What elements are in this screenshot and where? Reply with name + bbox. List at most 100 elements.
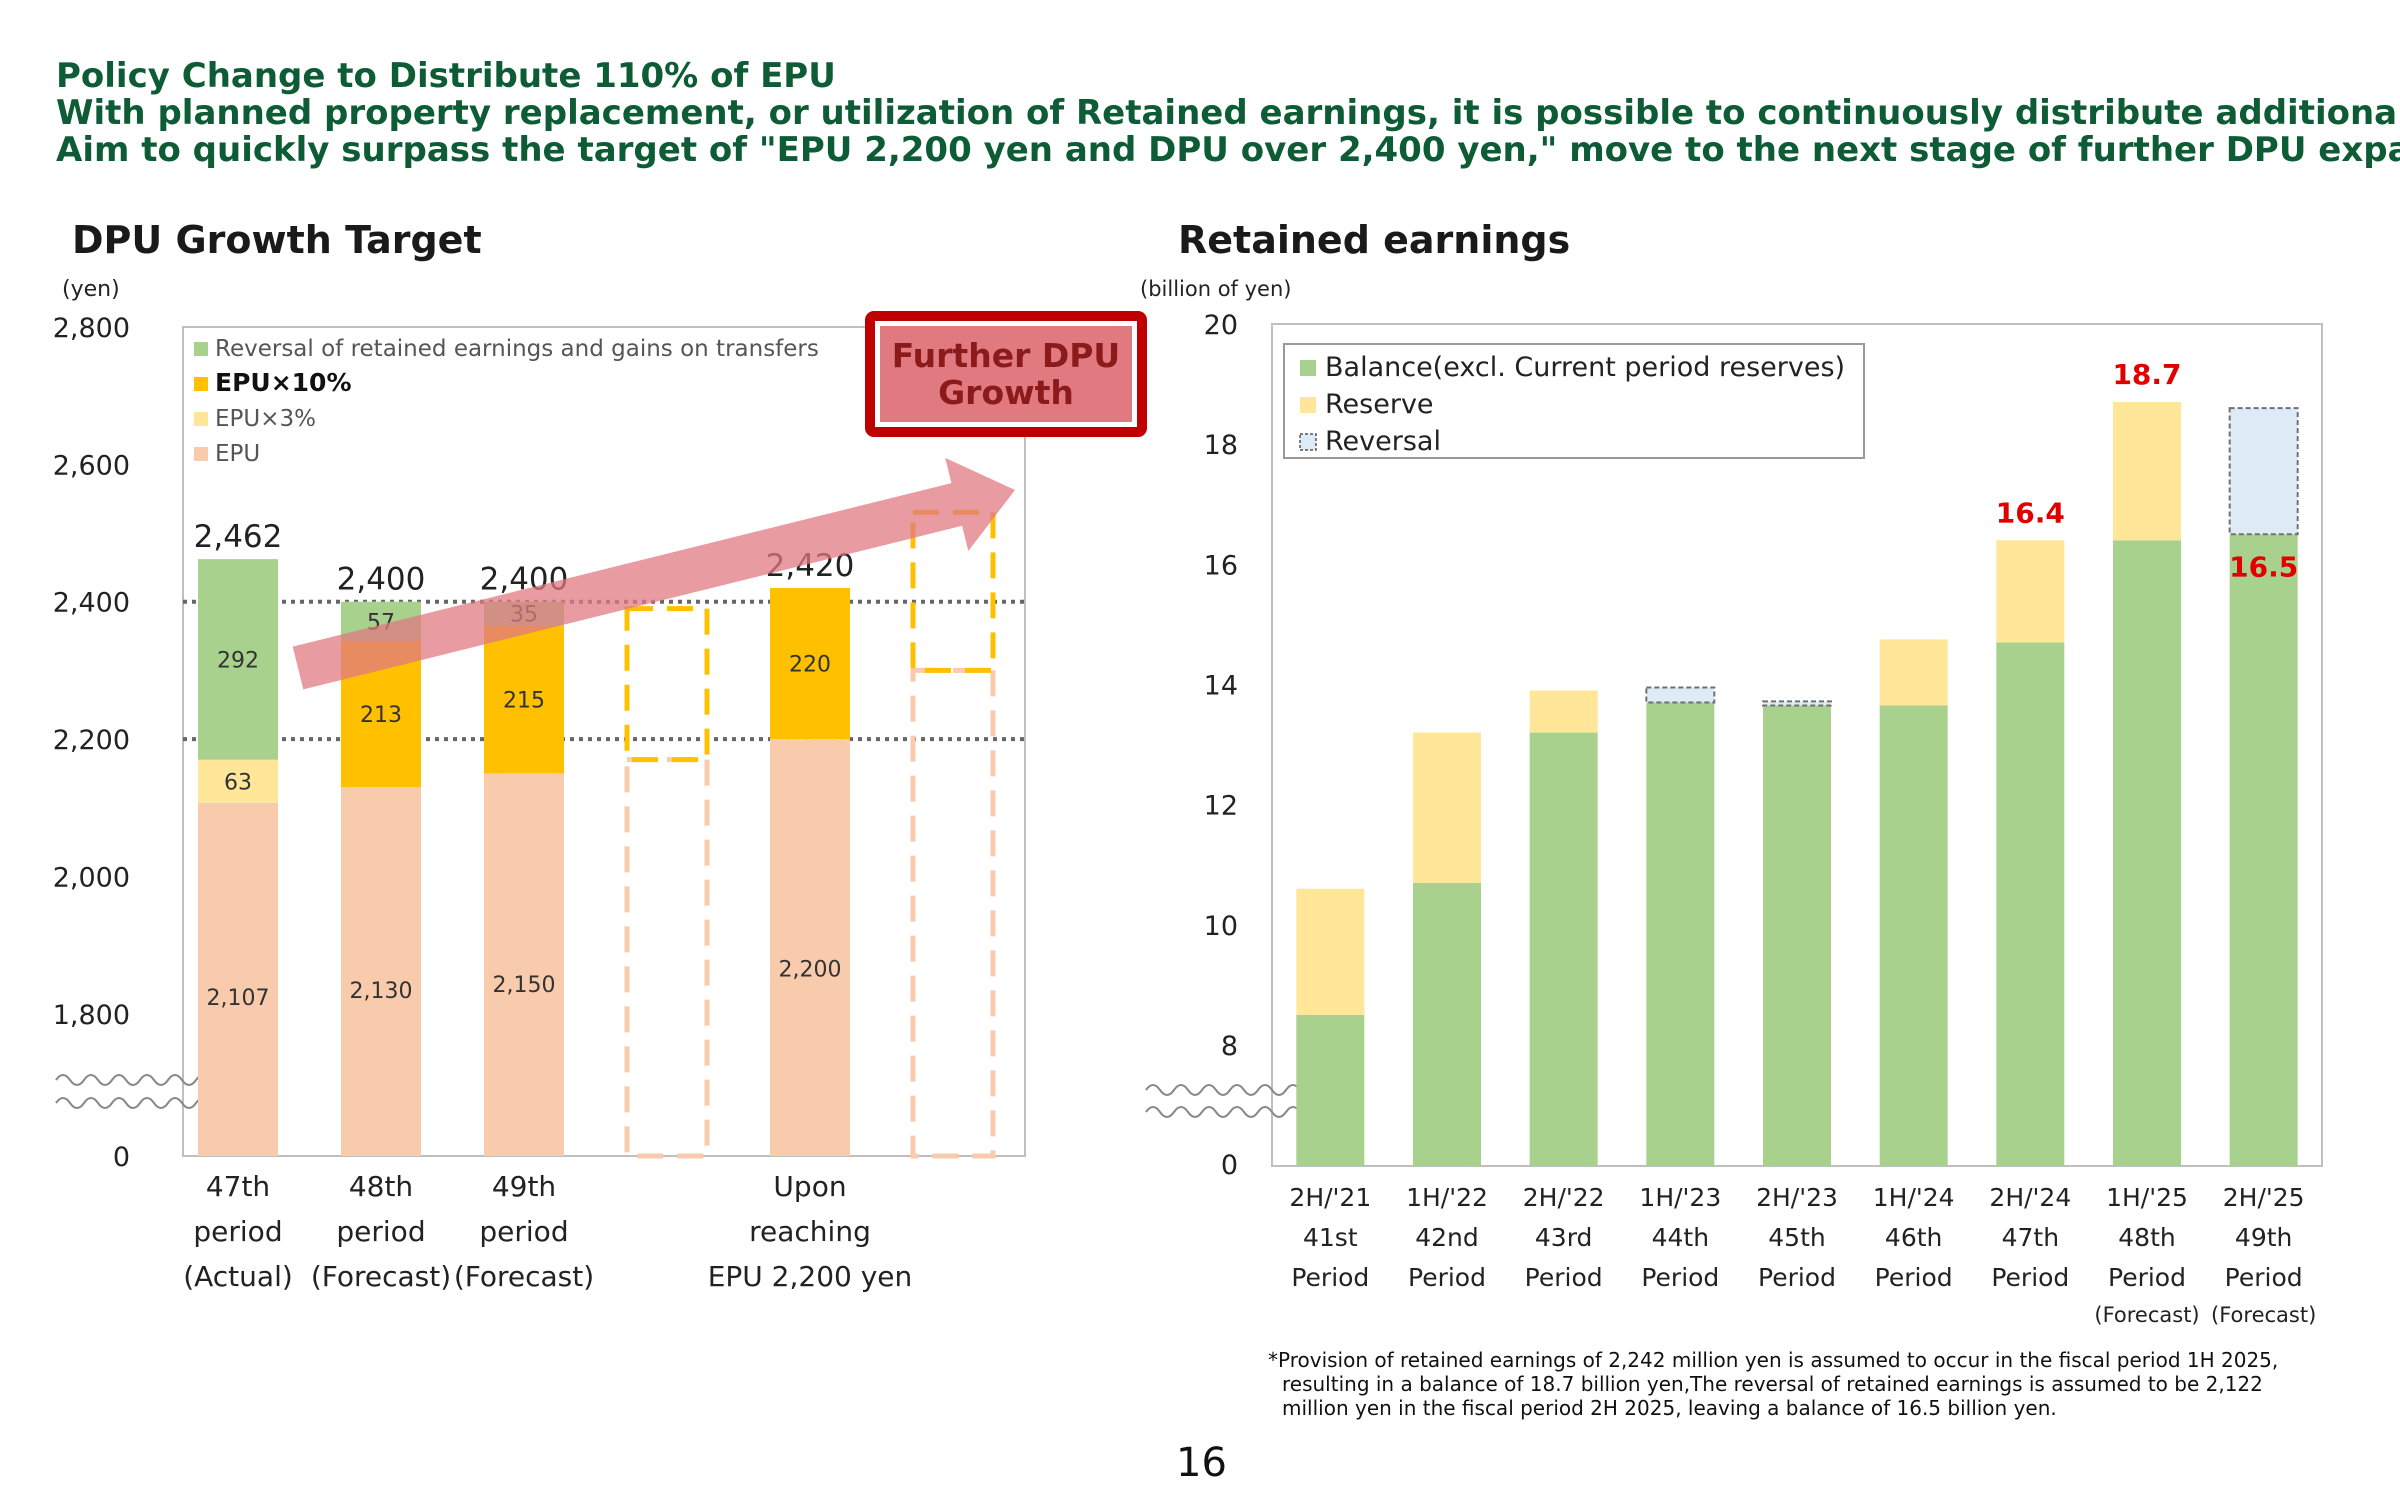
re-bar-reserve bbox=[1879, 639, 1948, 706]
dpu-y-tick: 1,800 bbox=[53, 1000, 130, 1031]
re-category-label: Period bbox=[1758, 1263, 1836, 1292]
page-number: 16 bbox=[1176, 1440, 1227, 1486]
re-category-label: 45th bbox=[1768, 1223, 1825, 1252]
re-y-tick: 0 bbox=[1221, 1150, 1238, 1181]
headline-3: Aim to quickly surpass the target of "EP… bbox=[56, 130, 2400, 170]
dashed-future-bar-lower bbox=[624, 757, 710, 1159]
dpu-legend-label: EPU bbox=[215, 441, 260, 467]
headline-2: With planned property replacement, or ut… bbox=[56, 93, 2400, 133]
re-category-label: 2H/'22 bbox=[1523, 1183, 1605, 1212]
footnote-line-1: *Provision of retained earnings of 2,242… bbox=[1268, 1348, 2279, 1372]
re-bar-balance bbox=[1529, 732, 1598, 1166]
dpu-category-label: (Forecast) bbox=[311, 1260, 451, 1293]
dpu-segment-label: 215 bbox=[503, 689, 545, 714]
re-category-label: 48th bbox=[2118, 1223, 2175, 1252]
dpu-total-label: 2,400 bbox=[337, 562, 426, 598]
re-legend-label: Reversal bbox=[1325, 426, 1441, 457]
re-bar-reserve bbox=[1529, 690, 1598, 733]
re-y-tick: 10 bbox=[1204, 911, 1238, 942]
growth-arrow bbox=[292, 457, 1016, 690]
re-category-label: Period bbox=[2108, 1263, 2186, 1292]
dpu-category-label: 48th bbox=[349, 1170, 413, 1203]
dpu-y-tick: 2,400 bbox=[53, 588, 130, 619]
callout-box-fill bbox=[880, 326, 1132, 422]
dpu-segment-label: 213 bbox=[360, 703, 402, 728]
re-category-label: 2H/'21 bbox=[1289, 1183, 1371, 1212]
dpu-segment-label: 2,200 bbox=[779, 957, 842, 982]
re-y-tick: 16 bbox=[1204, 550, 1238, 581]
headline-1: Policy Change to Distribute 110% of EPU bbox=[56, 56, 836, 96]
re-category-label: Period bbox=[1291, 1263, 1369, 1292]
re-category-label: 1H/'25 bbox=[2106, 1183, 2188, 1212]
re-value-label: 18.7 bbox=[2112, 358, 2181, 391]
dpu-legend-swatch bbox=[194, 342, 208, 356]
re-bar-reversal bbox=[1645, 686, 1716, 704]
dashed-future-bar-upper bbox=[624, 606, 710, 763]
dpu-legend-swatch bbox=[194, 377, 208, 391]
dpu-legend-swatch bbox=[194, 447, 208, 461]
re-bar-balance bbox=[1879, 705, 1948, 1166]
re-legend-label: Balance(excl. Current period reserves) bbox=[1325, 352, 1845, 383]
callout-text-line-2: Growth bbox=[938, 373, 1074, 412]
retained-chart-title: Retained earnings bbox=[1178, 218, 1571, 262]
re-category-label: 1H/'23 bbox=[1639, 1183, 1721, 1212]
re-bar-balance bbox=[2229, 534, 2298, 1166]
dpu-chart-title: DPU Growth Target bbox=[72, 218, 482, 262]
dpu-segment-label: 2,107 bbox=[207, 986, 270, 1011]
re-bar-reversal bbox=[2228, 407, 2299, 536]
dpu-plot-frame bbox=[182, 326, 1026, 1157]
re-category-label: Period bbox=[1408, 1263, 1486, 1292]
re-category-label: 2H/'25 bbox=[2223, 1183, 2305, 1212]
dpu-category-label: (Actual) bbox=[183, 1260, 293, 1293]
re-legend-box bbox=[1283, 343, 1865, 459]
dpu-y-tick: 2,200 bbox=[53, 725, 130, 756]
re-legend-swatch bbox=[1300, 397, 1316, 413]
dashed-future-bar-upper bbox=[910, 509, 996, 673]
re-legend-label: Reserve bbox=[1325, 389, 1434, 420]
re-category-label: Period bbox=[1991, 1263, 2069, 1292]
re-bar-balance bbox=[1413, 882, 1481, 1166]
dpu-y-tick: 2,600 bbox=[53, 450, 130, 481]
axis-break-mark bbox=[1145, 1106, 1315, 1118]
re-category-label: 46th bbox=[1885, 1223, 1942, 1252]
dpu-y-tick: 2,000 bbox=[53, 862, 130, 893]
dpu-legend-label: Reversal of retained earnings and gains … bbox=[215, 336, 819, 362]
re-bar-reserve bbox=[2113, 402, 2181, 541]
dpu-bar-segment bbox=[770, 587, 850, 740]
callout-text-line-1: Further DPU bbox=[892, 336, 1120, 375]
re-y-tick: 12 bbox=[1204, 791, 1238, 822]
dpu-category-label: 49th bbox=[492, 1170, 556, 1203]
re-y-tick: 18 bbox=[1204, 430, 1238, 461]
footnote: *Provision of retained earnings of 2,242… bbox=[1268, 1348, 2278, 1420]
re-legend-swatch bbox=[1300, 360, 1316, 376]
dpu-segment-label: 292 bbox=[217, 648, 259, 673]
re-category-label: (Forecast) bbox=[2211, 1303, 2316, 1327]
footnote-line-2: resulting in a balance of 18.7 billion y… bbox=[1282, 1372, 2263, 1396]
footnote-line-3: million yen in the fiscal period 2H 2025… bbox=[1282, 1396, 2057, 1420]
re-y-tick: 20 bbox=[1204, 310, 1238, 341]
re-category-label: 2H/'23 bbox=[1756, 1183, 1838, 1212]
dpu-bar-segment bbox=[198, 559, 278, 760]
dashed-future-bar-lower bbox=[910, 667, 996, 1159]
dpu-bar-segment bbox=[770, 739, 850, 1156]
dpu-segment-label: 2,150 bbox=[493, 973, 556, 998]
dpu-legend-label: EPU×10% bbox=[215, 368, 352, 397]
dpu-category-label: 47th bbox=[206, 1170, 270, 1203]
dpu-bar-segment bbox=[198, 759, 278, 803]
dpu-segment-label: 220 bbox=[789, 653, 831, 678]
re-bar-balance bbox=[1296, 1014, 1365, 1166]
dpu-category-label: (Forecast) bbox=[454, 1260, 594, 1293]
dpu-total-label: 2,462 bbox=[194, 519, 283, 555]
re-category-label: 1H/'22 bbox=[1406, 1183, 1488, 1212]
re-category-label: 42nd bbox=[1415, 1223, 1479, 1252]
dpu-category-label: period bbox=[479, 1215, 568, 1248]
dpu-bar-segment bbox=[198, 802, 278, 1156]
dpu-bar-segment bbox=[484, 773, 564, 1156]
dpu-unit-label: (yen) bbox=[62, 277, 120, 302]
re-bar-balance bbox=[1646, 702, 1715, 1166]
dpu-category-label: EPU 2,200 yen bbox=[708, 1260, 913, 1293]
re-bar-balance bbox=[2113, 540, 2181, 1166]
dpu-bar-segment bbox=[484, 625, 564, 774]
re-value-label: 16.5 bbox=[2229, 550, 2298, 583]
